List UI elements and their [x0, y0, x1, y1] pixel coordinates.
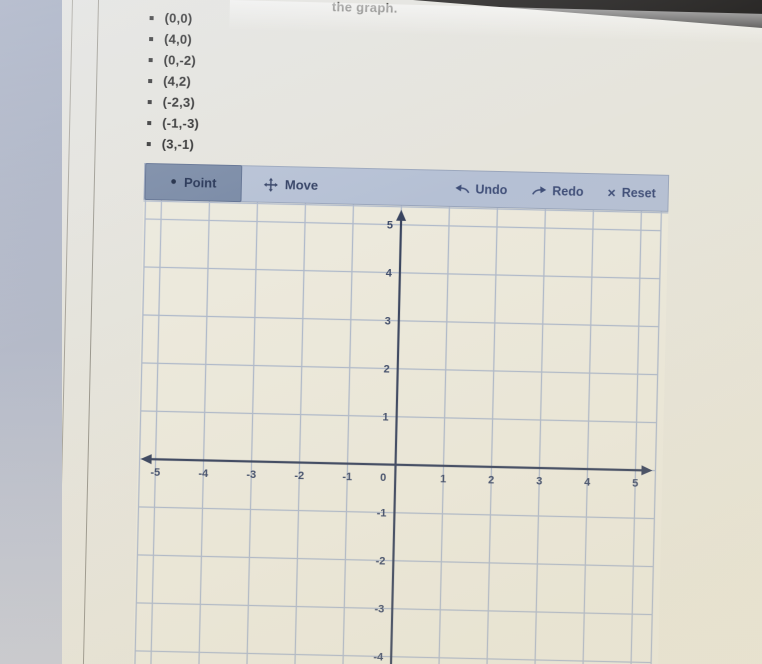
points-list: (0,0) (4,0) (0,-2) (4,2) (-2,3) (-1,-3) (3,-1) — [146, 7, 202, 155]
bullet-icon — [147, 120, 152, 125]
x-tick-label: 2 — [488, 474, 494, 486]
x-mark-icon: × — [607, 183, 616, 201]
move-tool-label: Move — [284, 177, 319, 193]
coordinate-grid-plot: -5 -4 -3 -2 -1 0 1 2 3 4 5 5 4 3 2 1 -1 -2 -3 -4 — [132, 199, 669, 664]
x-tick-label: -5 — [150, 467, 160, 479]
x-tick-label: 4 — [584, 477, 591, 489]
arrow-right-icon — [531, 185, 546, 195]
x-tick-label: -3 — [246, 469, 256, 481]
page-content: the graph. (0,0) (4,0) (0,-2) (4,2) (-2,3) (-… — [44, 0, 762, 664]
point-list-item: (3,-1) — [146, 133, 199, 155]
x-tick-label: -2 — [294, 470, 304, 482]
point-coordinates-text: (0,-2) — [163, 52, 197, 69]
point-coordinates-text: (3,-1) — [161, 136, 195, 153]
point-coordinates-text: (-2,3) — [162, 94, 196, 111]
reset-label: Reset — [621, 185, 656, 201]
y-axis-up-arrow-icon — [396, 209, 407, 221]
x-tick-label: 5 — [632, 478, 638, 490]
point-icon: ● — [170, 175, 178, 188]
point-list-item: (0,0) — [149, 7, 201, 29]
coordinate-grid[interactable]: -5 -4 -3 -2 -1 0 1 2 3 4 5 5 4 3 2 1 -1 -2 -3 -4 — [132, 199, 669, 664]
x-tick-label: -4 — [198, 468, 209, 480]
bullet-icon — [146, 141, 151, 146]
x-axis-left-arrow-icon — [140, 454, 152, 465]
y-tick-label: 1 — [382, 411, 388, 423]
redo-button[interactable]: Redo — [519, 172, 596, 209]
x-axis-right-arrow-icon — [641, 465, 653, 476]
move-tool-button[interactable]: Move — [253, 166, 328, 203]
arrow-left-icon — [455, 184, 469, 193]
bullet-icon — [148, 78, 153, 83]
point-tool-button[interactable]: ● Point — [144, 162, 243, 202]
instruction-text-partial: the graph. — [331, 0, 398, 16]
point-coordinates-text: (0,0) — [164, 10, 193, 27]
x-tick-label: 1 — [440, 473, 446, 485]
grid-background — [132, 199, 669, 664]
graph-toolbar: ● Point Move — [143, 162, 670, 212]
y-tick-label: -4 — [373, 651, 384, 663]
photo-left-bezel — [0, 0, 62, 664]
point-list-item: (4,0) — [149, 28, 201, 50]
point-list-item: (4,2) — [148, 70, 200, 92]
y-tick-label: 2 — [383, 363, 389, 375]
point-coordinates-text: (-1,-3) — [162, 115, 200, 132]
point-coordinates-text: (4,2) — [163, 73, 192, 89]
y-tick-label: -3 — [374, 603, 384, 615]
y-tick-label: -2 — [375, 555, 385, 567]
page-margin-line — [82, 0, 100, 664]
y-tick-label: -1 — [377, 507, 387, 519]
y-axis — [389, 214, 403, 664]
bullet-icon — [149, 15, 154, 20]
bullet-icon — [149, 36, 154, 41]
y-tick-label: 5 — [387, 219, 393, 231]
axis-tick-labels: -5 -4 -3 -2 -1 0 1 2 3 4 5 5 4 3 2 1 -1 -2 -3 -4 — [150, 219, 638, 663]
point-coordinates-text: (4,0) — [163, 31, 193, 48]
bullet-icon — [147, 99, 152, 104]
x-tick-label: -1 — [342, 471, 352, 483]
move-cross-arrows-icon — [263, 177, 278, 192]
x-tick-label: 3 — [536, 475, 542, 487]
x-tick-label: 0 — [380, 472, 386, 484]
y-tick-label: 3 — [385, 315, 391, 327]
redo-label: Redo — [552, 183, 584, 199]
axes — [140, 209, 653, 664]
point-tool-label: Point — [183, 174, 217, 191]
point-list-item: (-2,3) — [147, 91, 199, 113]
reset-button[interactable]: × Reset — [595, 174, 668, 211]
bullet-icon — [148, 57, 153, 62]
toolbar-spacer — [328, 186, 442, 189]
point-list-item: (0,-2) — [148, 49, 200, 71]
undo-label: Undo — [475, 181, 508, 197]
undo-button[interactable]: Undo — [442, 171, 520, 208]
point-list-item: (-1,-3) — [147, 112, 199, 134]
y-tick-label: 4 — [386, 267, 393, 279]
